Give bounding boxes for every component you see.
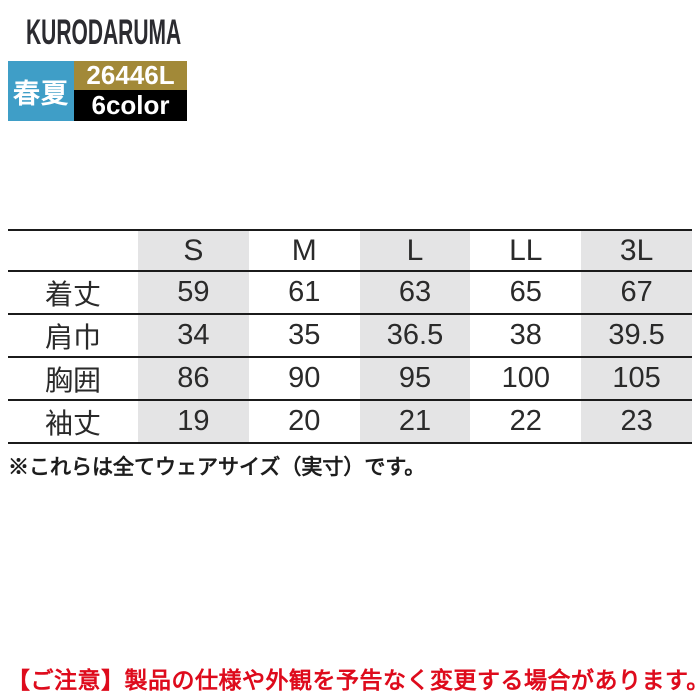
- cell-value: 21: [359, 400, 471, 443]
- caution-note: 【ご注意】製品の仕様や外観を予告なく変更する場合があります。: [7, 667, 700, 693]
- column-header-3l: 3L: [581, 230, 692, 271]
- cell-value: 86: [138, 357, 249, 400]
- cell-value: 95: [359, 357, 471, 400]
- cell-value: 63: [359, 271, 471, 314]
- product-code-badge: 26446L: [74, 60, 187, 90]
- row-label-sleeve-length: 袖丈: [44, 407, 101, 439]
- table-row: 肩巾 34 35 36.5 38 39.5: [8, 314, 692, 357]
- column-header-s: S: [138, 230, 249, 271]
- cell-value: 105: [581, 357, 692, 400]
- table-row: 袖丈 19 20 21 22 23: [8, 400, 692, 443]
- cell-value: 19: [138, 400, 249, 443]
- cell-value: 38: [509, 319, 542, 351]
- cell-value: 36.5: [359, 314, 471, 357]
- cell-value: 59: [138, 271, 249, 314]
- cell-value: 67: [581, 271, 692, 314]
- cell-value: 35: [288, 319, 321, 351]
- brand-logo: KURODARUMA: [26, 13, 182, 52]
- column-header-ll: LL: [509, 233, 543, 267]
- table-header-row: S M L LL 3L: [8, 230, 692, 271]
- size-note: ※これらは全てウェアサイズ（実寸）です。: [8, 456, 426, 479]
- cell-value: 22: [509, 405, 542, 437]
- column-header-m: M: [291, 233, 317, 267]
- cell-value: 65: [509, 276, 542, 308]
- cell-value: 23: [581, 400, 692, 443]
- table-row: 着丈 59 61 63 65 67: [8, 271, 692, 314]
- table-row: 胸囲 86 90 95 100 105: [8, 357, 692, 400]
- row-label-body-length: 着丈: [44, 278, 101, 310]
- season-badge: 春夏: [8, 61, 74, 121]
- cell-value: 61: [288, 276, 321, 308]
- cell-value: 39.5: [581, 314, 692, 357]
- table-corner-cell: [8, 230, 138, 271]
- row-label-shoulder-width: 肩巾: [44, 321, 101, 353]
- color-count-badge: 6color: [74, 90, 187, 121]
- cell-value: 20: [288, 405, 321, 437]
- product-badges: 春夏 26446L 6color: [8, 60, 187, 121]
- cell-value: 90: [288, 362, 321, 394]
- badge-stack: 26446L 6color: [74, 60, 187, 121]
- column-header-l: L: [359, 230, 471, 271]
- cell-value: 100: [501, 362, 550, 394]
- size-table: S M L LL 3L 着丈 59 61 63 65 67 肩巾 34 35 3…: [8, 229, 692, 444]
- cell-value: 34: [138, 314, 249, 357]
- row-label-chest: 胸囲: [44, 364, 101, 396]
